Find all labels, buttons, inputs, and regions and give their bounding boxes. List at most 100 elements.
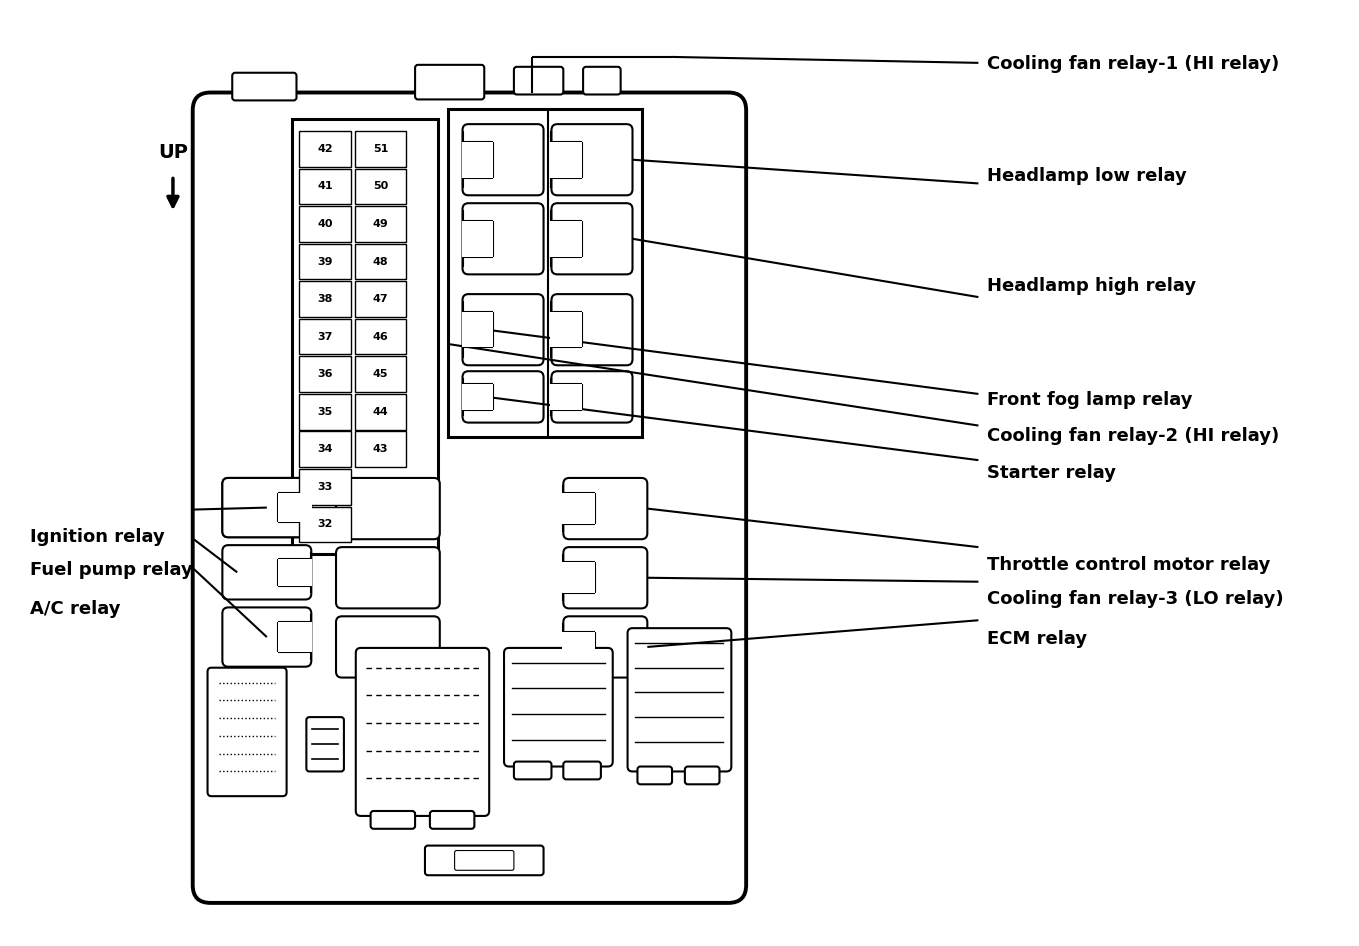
Bar (447, 110, 643, 437)
Text: Cooling fan relay-2 (HI relay): Cooling fan relay-2 (HI relay) (987, 427, 1279, 445)
FancyBboxPatch shape (564, 616, 647, 677)
FancyBboxPatch shape (564, 547, 647, 608)
FancyBboxPatch shape (564, 762, 601, 780)
FancyBboxPatch shape (583, 67, 621, 95)
Text: ECM relay: ECM relay (987, 630, 1087, 648)
FancyBboxPatch shape (514, 67, 564, 95)
FancyBboxPatch shape (455, 850, 514, 870)
Text: Headlamp low relay: Headlamp low relay (987, 166, 1186, 184)
FancyBboxPatch shape (564, 478, 647, 539)
Text: UP: UP (158, 143, 188, 162)
FancyBboxPatch shape (414, 65, 484, 99)
Text: Fuel pump relay: Fuel pump relay (30, 561, 192, 579)
FancyBboxPatch shape (628, 628, 731, 771)
FancyBboxPatch shape (223, 478, 311, 537)
Bar (462, 384, 493, 410)
Bar (550, 384, 582, 410)
Text: 38: 38 (318, 294, 333, 304)
Bar (277, 559, 313, 586)
Bar (292, 119, 438, 554)
Bar (277, 493, 313, 522)
Text: 48: 48 (372, 256, 389, 267)
Text: Cooling fan relay-3 (LO relay): Cooling fan relay-3 (LO relay) (987, 590, 1284, 608)
Bar (299, 168, 351, 204)
FancyBboxPatch shape (552, 371, 632, 423)
Bar (563, 563, 595, 593)
Text: 35: 35 (318, 407, 333, 417)
Text: 51: 51 (372, 144, 389, 154)
Bar (550, 312, 582, 347)
FancyBboxPatch shape (232, 73, 296, 100)
Text: 43: 43 (372, 445, 389, 454)
FancyBboxPatch shape (429, 811, 474, 829)
FancyBboxPatch shape (306, 717, 344, 771)
Text: 33: 33 (318, 482, 333, 492)
Text: 46: 46 (372, 332, 389, 342)
FancyBboxPatch shape (552, 294, 632, 365)
FancyBboxPatch shape (193, 93, 746, 902)
Text: A/C relay: A/C relay (30, 600, 120, 618)
FancyBboxPatch shape (685, 766, 719, 784)
Text: Front fog lamp relay: Front fog lamp relay (987, 391, 1193, 409)
Text: Starter relay: Starter relay (987, 464, 1116, 482)
Bar (563, 632, 595, 662)
Text: Throttle control motor relay: Throttle control motor relay (987, 555, 1271, 573)
FancyBboxPatch shape (223, 545, 311, 600)
FancyBboxPatch shape (462, 124, 544, 195)
FancyBboxPatch shape (462, 203, 544, 274)
Bar (277, 622, 313, 652)
Text: 45: 45 (372, 369, 389, 379)
Bar (299, 281, 351, 317)
Bar (462, 312, 493, 347)
Text: 32: 32 (318, 519, 333, 530)
FancyBboxPatch shape (336, 616, 440, 677)
Text: 36: 36 (318, 369, 333, 379)
Bar (462, 221, 493, 256)
FancyBboxPatch shape (462, 294, 544, 365)
Text: 34: 34 (318, 445, 333, 454)
Text: 49: 49 (372, 219, 389, 229)
Text: 44: 44 (372, 407, 389, 417)
Bar (355, 131, 406, 166)
Bar (299, 469, 351, 504)
Bar (355, 357, 406, 392)
FancyBboxPatch shape (208, 668, 287, 797)
FancyBboxPatch shape (504, 648, 613, 766)
FancyBboxPatch shape (371, 811, 414, 829)
FancyBboxPatch shape (514, 762, 552, 780)
Text: 47: 47 (372, 294, 389, 304)
Bar (550, 142, 582, 178)
FancyBboxPatch shape (552, 203, 632, 274)
Text: 40: 40 (318, 219, 333, 229)
Bar (355, 206, 406, 242)
Bar (299, 357, 351, 392)
Text: Headlamp high relay: Headlamp high relay (987, 277, 1196, 295)
FancyBboxPatch shape (356, 648, 489, 816)
Text: 41: 41 (318, 182, 333, 191)
Bar (299, 431, 351, 467)
FancyBboxPatch shape (336, 547, 440, 608)
Bar (355, 281, 406, 317)
Text: 42: 42 (318, 144, 333, 154)
Bar (299, 319, 351, 355)
Bar (299, 131, 351, 166)
Bar (462, 142, 493, 178)
Bar (299, 394, 351, 429)
Bar (299, 244, 351, 279)
FancyBboxPatch shape (223, 607, 311, 667)
Bar (563, 493, 595, 524)
Bar (550, 221, 582, 256)
Text: 37: 37 (318, 332, 333, 342)
Text: Cooling fan relay-1 (HI relay): Cooling fan relay-1 (HI relay) (987, 55, 1279, 73)
Bar (355, 319, 406, 355)
FancyBboxPatch shape (462, 371, 544, 423)
Bar (355, 168, 406, 204)
FancyBboxPatch shape (425, 846, 544, 875)
Bar (299, 507, 351, 542)
Bar (355, 244, 406, 279)
FancyBboxPatch shape (552, 124, 632, 195)
Text: 39: 39 (318, 256, 333, 267)
FancyBboxPatch shape (336, 478, 440, 539)
FancyBboxPatch shape (637, 766, 673, 784)
Bar (355, 431, 406, 467)
